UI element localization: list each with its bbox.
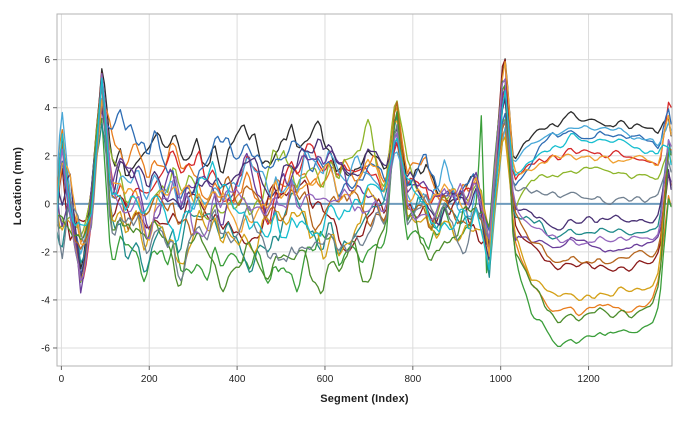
chart-line-series-05: [57, 84, 672, 348]
y-tick-label: -6: [41, 343, 50, 354]
y-axis-label: Location (mm): [12, 146, 24, 226]
x-tick-label: 1000: [490, 374, 513, 385]
y-tick-label: 2: [44, 151, 50, 162]
x-tick-label: 600: [317, 374, 334, 385]
x-tick-label: 1200: [577, 374, 600, 385]
chart-line-series-11: [57, 98, 672, 279]
chart-line-series-14: [57, 61, 672, 257]
chart-line-series-06: [57, 82, 672, 242]
chart-line-series-12: [57, 81, 672, 302]
chart-line-series-07: [57, 107, 672, 276]
chart-line-series-18: [57, 77, 672, 271]
y-tick-label: 0: [44, 199, 50, 210]
chart-line-series-04: [57, 58, 672, 272]
y-tick-label: 6: [44, 55, 50, 66]
x-tick-label: 800: [404, 374, 421, 385]
y-tick-label: 4: [44, 103, 50, 114]
y-tick-label: -2: [41, 247, 50, 258]
x-tick-label: 400: [229, 374, 246, 385]
chart-line-series-13: [57, 84, 672, 265]
chart-line-series-08: [57, 98, 672, 272]
x-tick-label: 200: [141, 374, 158, 385]
chart-line-series-01: [57, 58, 672, 270]
x-tick-label: 0: [59, 374, 65, 385]
chart-line-series-16: [57, 82, 672, 282]
chart-line-series-15: [57, 74, 672, 324]
y-tick-label: -4: [41, 295, 50, 306]
chart-line-series-17: [57, 73, 672, 282]
x-axis-label: Segment (Index): [320, 393, 409, 405]
